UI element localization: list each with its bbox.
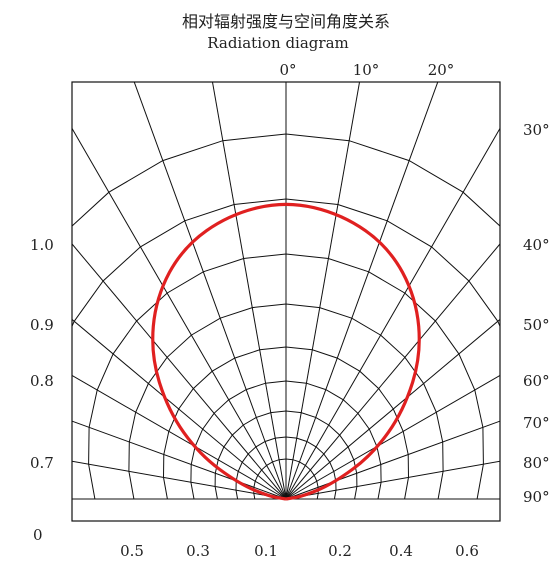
intensity-label-0-7: 0.7 bbox=[30, 454, 54, 472]
bottom-label-0-5: 0.5 bbox=[120, 542, 144, 560]
bottom-label-0-1: 0.1 bbox=[254, 542, 278, 560]
angle-label-40: 40° bbox=[523, 236, 550, 254]
angle-label-30: 30° bbox=[523, 121, 550, 139]
intensity-label-1-0: 1.0 bbox=[30, 236, 54, 254]
intensity-ring bbox=[253, 458, 319, 500]
intensity-ring bbox=[72, 198, 500, 328]
chart-subtitle: Radiation diagram bbox=[207, 34, 349, 52]
polar-grid bbox=[71, 81, 501, 522]
radial-line bbox=[72, 318, 287, 500]
intensity-label-0-8: 0.8 bbox=[30, 372, 54, 390]
radial-line bbox=[285, 420, 500, 500]
angle-label-10: 10° bbox=[353, 61, 380, 79]
intensity-ring bbox=[235, 436, 337, 500]
angle-label-50: 50° bbox=[523, 316, 550, 334]
bottom-label-0-2: 0.2 bbox=[328, 542, 352, 560]
radial-line bbox=[72, 420, 287, 500]
bottom-label-0-6: 0.6 bbox=[455, 542, 479, 560]
intensity-ring bbox=[214, 410, 358, 500]
intensity-label-0: 0 bbox=[33, 526, 43, 544]
intensity-ring bbox=[162, 346, 410, 500]
intensity-label-0-9: 0.9 bbox=[30, 316, 54, 334]
bottom-label-0-3: 0.3 bbox=[186, 542, 210, 560]
angle-label-80: 80° bbox=[523, 454, 550, 472]
radial-line bbox=[72, 460, 287, 500]
radial-line bbox=[72, 374, 287, 500]
radial-line bbox=[285, 374, 500, 500]
radial-line bbox=[285, 82, 361, 500]
radial-line bbox=[72, 127, 287, 500]
angle-label-60: 60° bbox=[523, 372, 550, 390]
bottom-label-0-4: 0.4 bbox=[389, 542, 413, 560]
angle-label-70: 70° bbox=[523, 414, 550, 432]
intensity-ring bbox=[88, 253, 484, 500]
radial-line bbox=[72, 243, 287, 500]
radial-line bbox=[211, 82, 287, 500]
angle-label-0: 0° bbox=[279, 61, 296, 79]
radial-line bbox=[285, 460, 500, 500]
radial-line bbox=[285, 243, 500, 500]
intensity-curve bbox=[151, 202, 421, 501]
intensity-ring bbox=[128, 303, 444, 500]
radial-line bbox=[285, 127, 500, 500]
radial-line bbox=[285, 82, 439, 500]
angle-label-90: 90° bbox=[523, 488, 550, 506]
radial-line bbox=[285, 318, 500, 500]
intensity-curve-group bbox=[150, 200, 422, 501]
chart-title: 相对辐射强度与空间角度关系 bbox=[182, 12, 390, 31]
grid-lines bbox=[72, 82, 500, 500]
angle-label-20: 20° bbox=[428, 61, 455, 79]
intensity-ring bbox=[72, 133, 500, 227]
